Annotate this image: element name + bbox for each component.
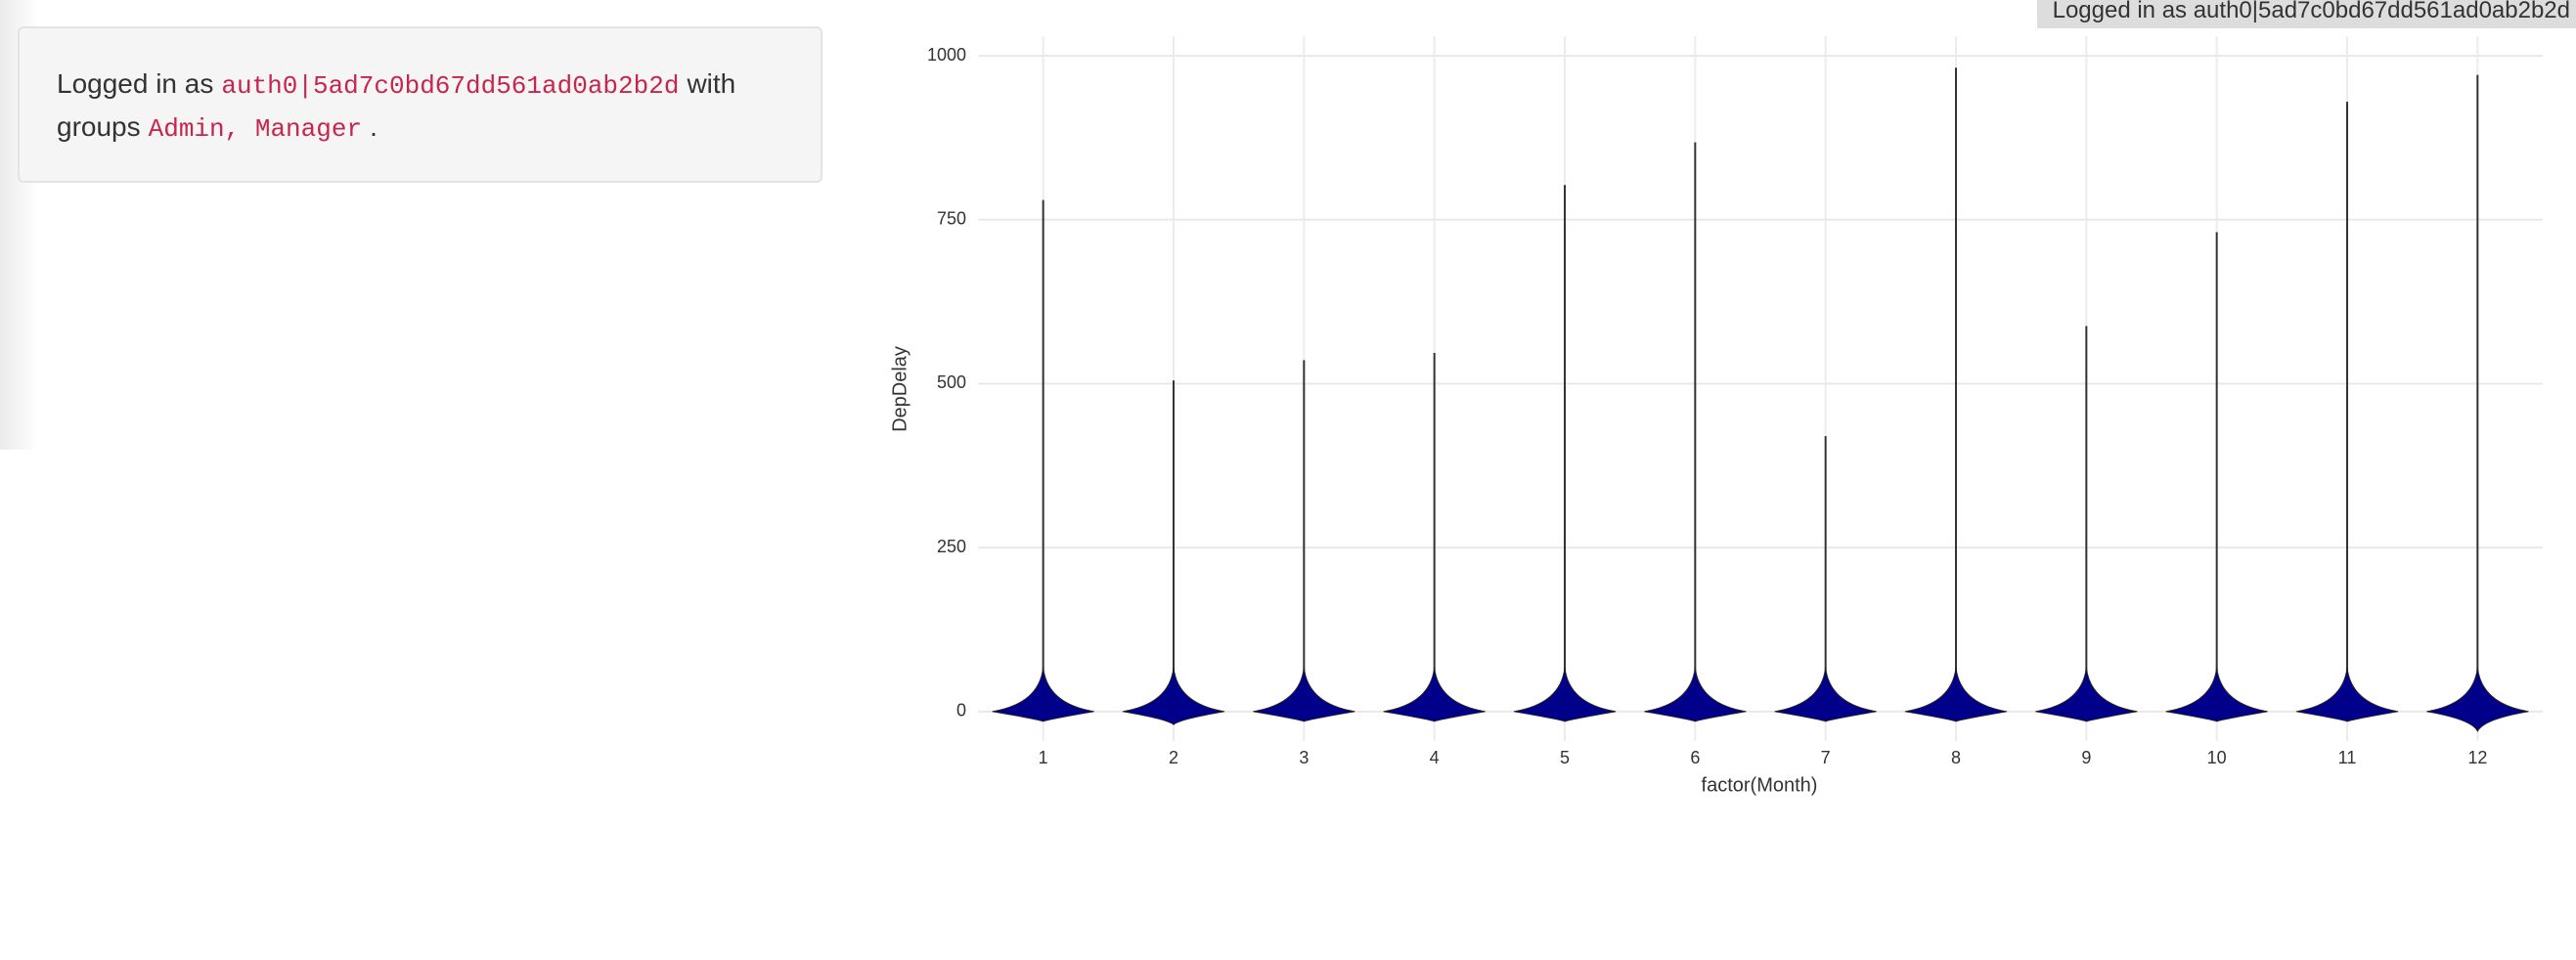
y-tick-label: 1000 bbox=[927, 45, 966, 65]
violin-body bbox=[1904, 667, 2008, 722]
text: Logged in as bbox=[57, 68, 214, 99]
y-axis-label: DepDelay bbox=[889, 346, 910, 432]
violin-body bbox=[2426, 667, 2529, 733]
x-tick-label: 11 bbox=[2338, 748, 2357, 767]
x-tick-label: 10 bbox=[2207, 748, 2227, 767]
y-tick-label: 750 bbox=[937, 209, 966, 229]
x-tick-label: 9 bbox=[2081, 748, 2091, 767]
violin-body bbox=[1383, 667, 1486, 722]
groups: Admin, Manager bbox=[148, 114, 363, 144]
login-panel: Logged in as auth0|5ad7c0bd67dd561ad0ab2b… bbox=[18, 26, 822, 183]
violin-body bbox=[1774, 667, 1877, 722]
text: . bbox=[370, 111, 378, 142]
violin-body bbox=[2165, 667, 2268, 722]
x-tick-label: 3 bbox=[1299, 748, 1309, 767]
x-tick-label: 12 bbox=[2467, 748, 2487, 767]
violin-body bbox=[1253, 667, 1355, 722]
violin-body bbox=[1513, 667, 1617, 722]
x-axis-label: factor(Month) bbox=[1702, 774, 1818, 796]
violin-body bbox=[2035, 667, 2138, 722]
violin-body bbox=[1644, 667, 1747, 722]
violin-body bbox=[1122, 667, 1225, 725]
x-tick-label: 8 bbox=[1951, 748, 1961, 767]
login-badge: Logged in as auth0|5ad7c0bd67dd561ad0ab2… bbox=[2036, 0, 2576, 28]
violin-body bbox=[2295, 667, 2399, 722]
x-tick-label: 1 bbox=[1039, 748, 1048, 767]
x-tick-label: 7 bbox=[1821, 748, 1831, 767]
y-tick-label: 250 bbox=[937, 537, 966, 556]
x-tick-label: 5 bbox=[1560, 748, 1570, 767]
text: with groups bbox=[57, 68, 736, 142]
x-tick-label: 2 bbox=[1169, 748, 1178, 767]
y-tick-label: 500 bbox=[937, 372, 966, 392]
violin-body bbox=[992, 667, 1094, 722]
user-id: auth0|5ad7c0bd67dd561ad0ab2b2d bbox=[221, 71, 680, 101]
x-tick-label: 4 bbox=[1430, 748, 1440, 767]
x-tick-label: 6 bbox=[1690, 748, 1700, 767]
y-tick-label: 0 bbox=[956, 701, 966, 720]
